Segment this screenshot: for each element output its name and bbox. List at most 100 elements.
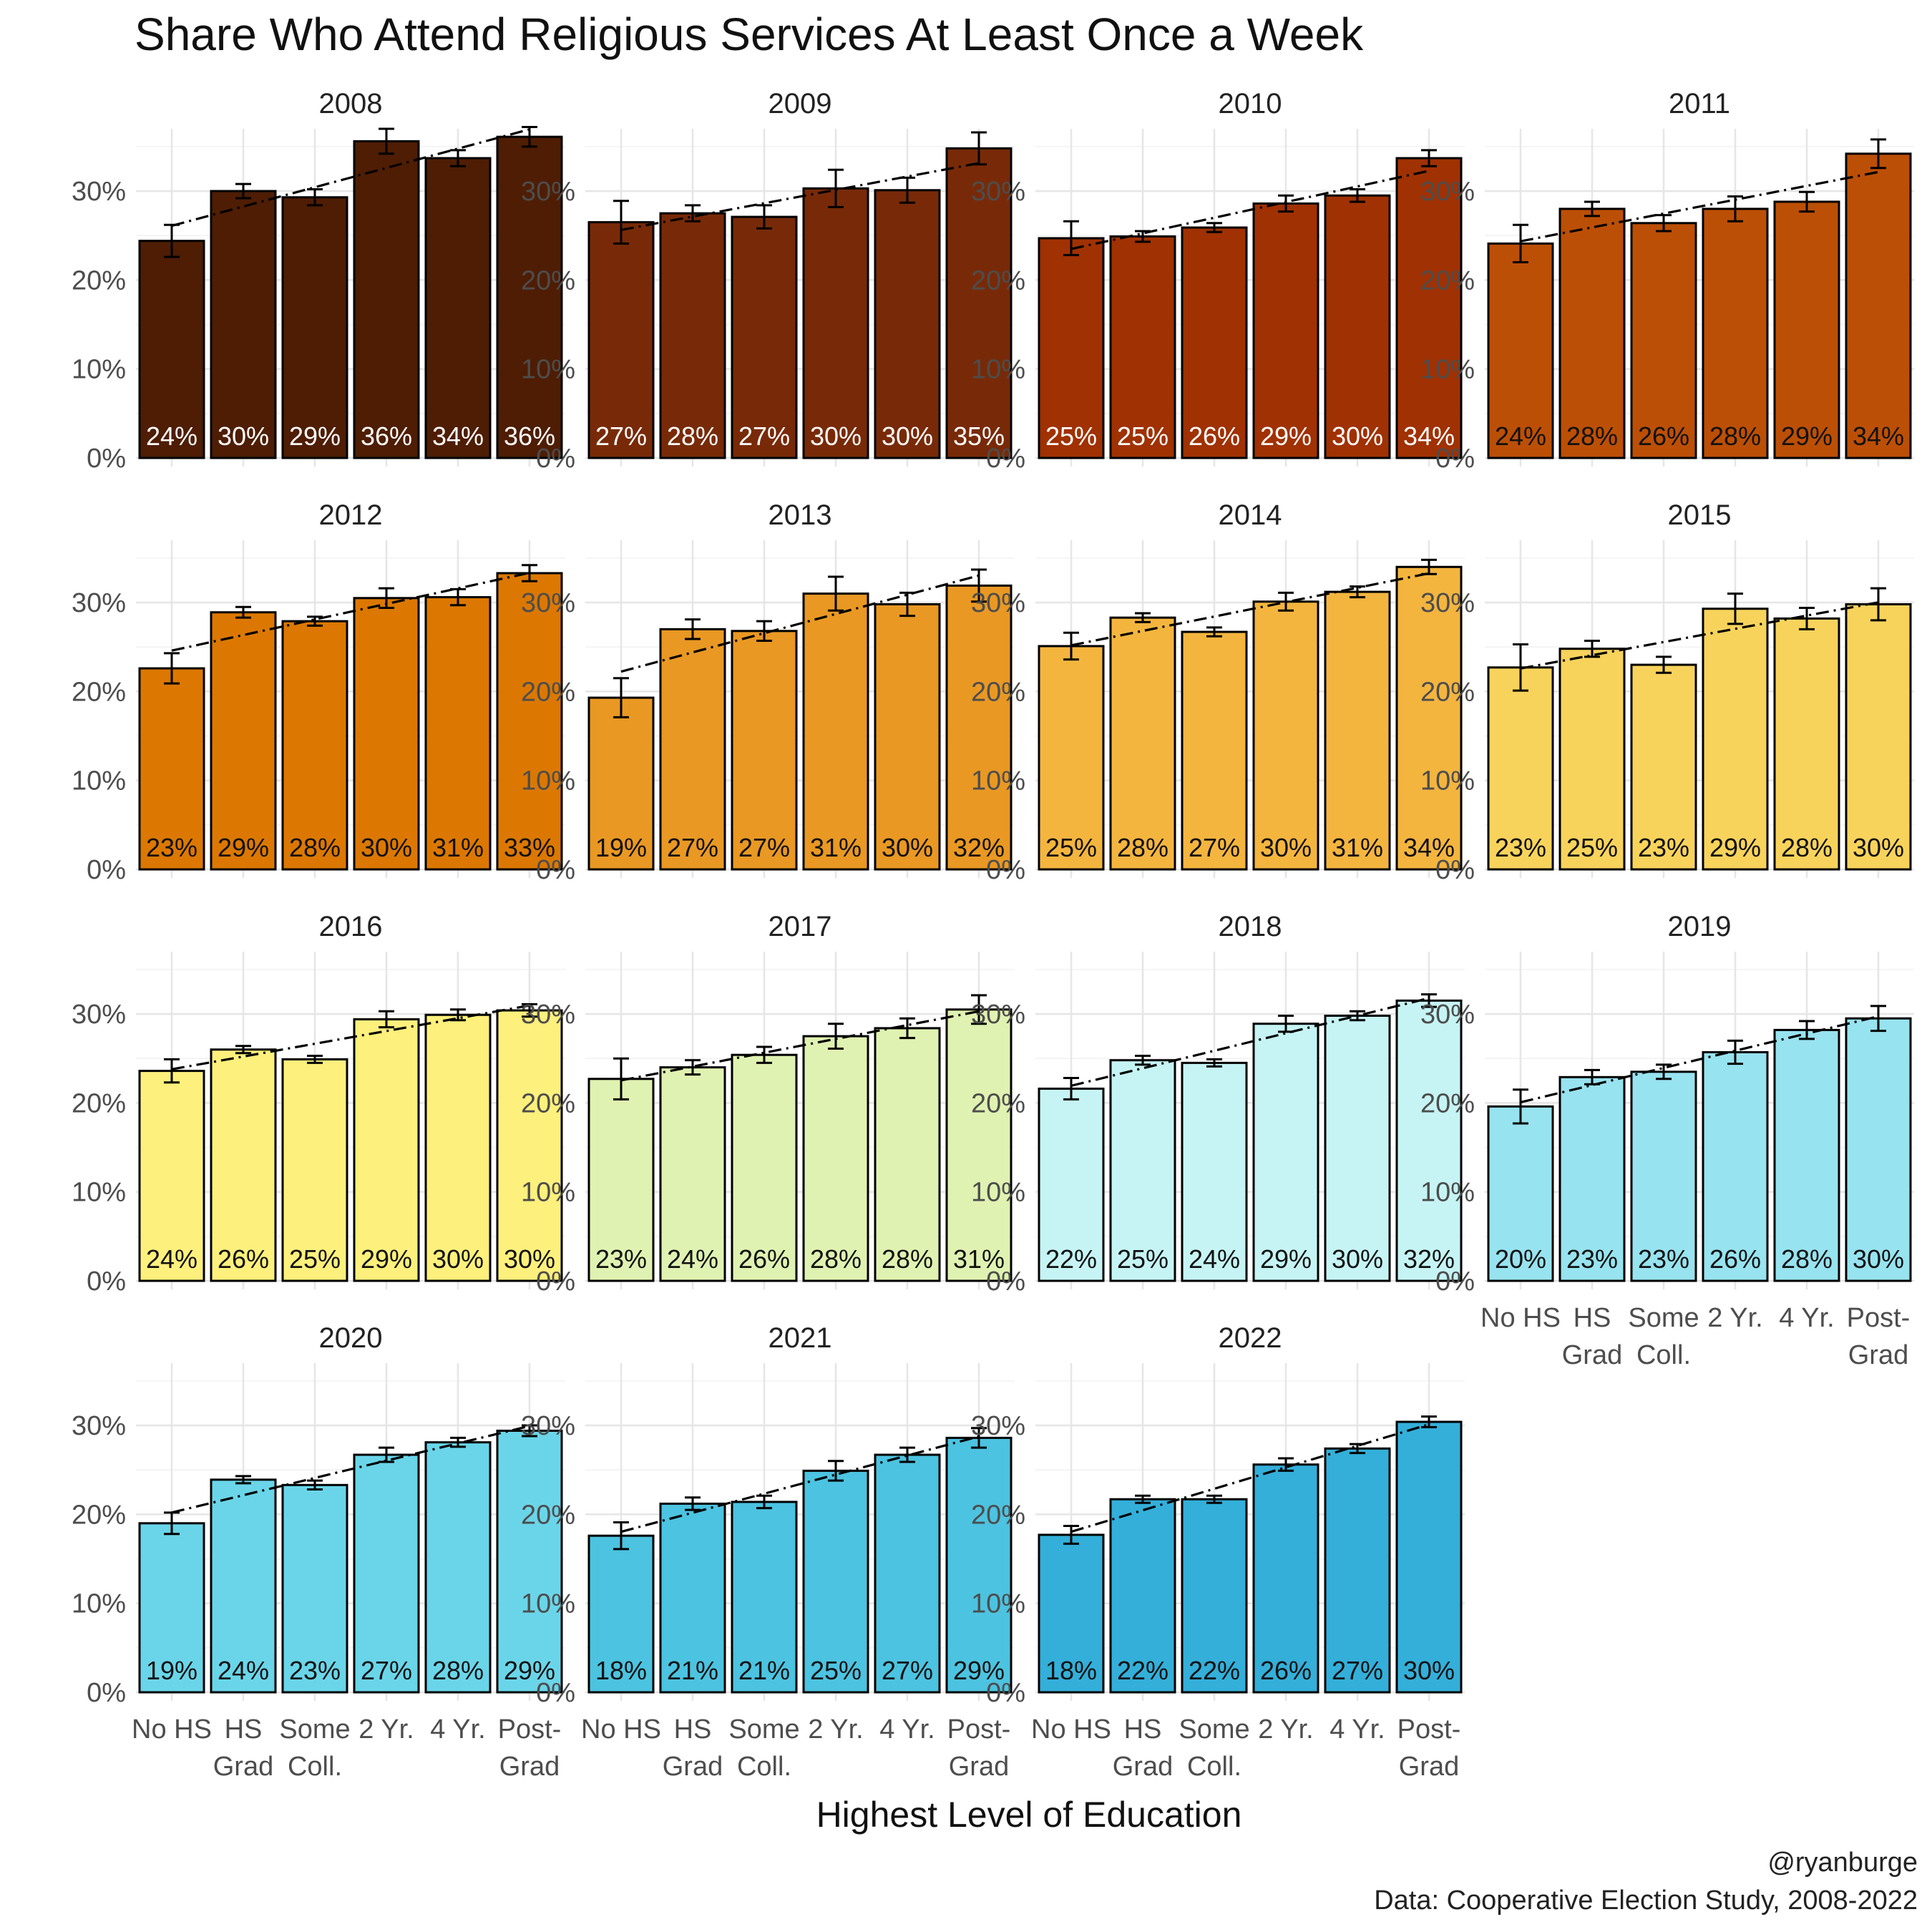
bar bbox=[874, 1027, 941, 1282]
bar-value-label: 26% bbox=[1260, 1656, 1312, 1685]
panel-title: 2008 bbox=[319, 88, 383, 119]
bar-value-label: 24% bbox=[218, 1656, 269, 1685]
panel-title: 2018 bbox=[1219, 911, 1282, 942]
y-tick-label: 30% bbox=[521, 588, 575, 618]
bar bbox=[1630, 222, 1697, 459]
bar-value-label: 32% bbox=[1403, 1244, 1455, 1274]
bar-value-label: 35% bbox=[953, 421, 1005, 451]
y-tick-label: 30% bbox=[971, 177, 1025, 207]
trend-line bbox=[1070, 170, 1430, 250]
bar-value-label: 28% bbox=[667, 421, 718, 451]
error-bar bbox=[235, 1475, 251, 1485]
bar bbox=[1324, 1015, 1391, 1282]
y-tick-label: 20% bbox=[521, 265, 575, 296]
error-bar bbox=[1799, 606, 1815, 630]
caption-source: Data: Cooperative Election Study, 2008-2… bbox=[1374, 1885, 1918, 1916]
panel-2014: 2014 0% 10% 20% 30% 25% 28% 27% 30% 31% 34% bbox=[971, 499, 1465, 885]
error-bar bbox=[307, 615, 323, 627]
bar bbox=[1845, 603, 1912, 871]
y-tick-label: 0% bbox=[87, 444, 126, 474]
y-tick-label: 20% bbox=[72, 1500, 126, 1530]
error-bar bbox=[1063, 1077, 1079, 1101]
bar-value-label: 28% bbox=[810, 1244, 862, 1274]
bar bbox=[1773, 200, 1840, 459]
bar bbox=[1252, 1023, 1319, 1282]
y-tick-label: 10% bbox=[521, 1178, 575, 1208]
panel-title: 2009 bbox=[769, 88, 832, 119]
error-bar bbox=[1870, 587, 1886, 622]
y-tick-label: 10% bbox=[72, 1178, 126, 1208]
bar bbox=[945, 1008, 1013, 1282]
trend-line bbox=[171, 128, 530, 228]
bar-value-label: 25% bbox=[289, 1244, 341, 1274]
bar bbox=[496, 1429, 563, 1694]
error-bar bbox=[685, 1496, 701, 1511]
y-tick-label: 30% bbox=[1420, 177, 1475, 207]
bar-value-label: 29% bbox=[361, 1244, 412, 1274]
panel-2013: 2013 0% 10% 20% 30% 19% 27% 27% 31% 30% 32% bbox=[521, 499, 1015, 885]
bar bbox=[874, 189, 941, 459]
bar-value-label: 30% bbox=[218, 421, 269, 451]
bar bbox=[353, 1453, 420, 1694]
error-bar bbox=[756, 620, 772, 642]
bar bbox=[1252, 600, 1319, 871]
y-tick-label: 10% bbox=[1420, 1178, 1475, 1208]
bar-value-label: 29% bbox=[504, 1656, 555, 1685]
error-bar bbox=[1799, 1020, 1815, 1040]
bar-value-label: 25% bbox=[1117, 421, 1169, 451]
y-tick-label: 0% bbox=[986, 444, 1025, 474]
bar bbox=[587, 1078, 655, 1282]
bar-value-label: 33% bbox=[504, 833, 555, 862]
y-tick-label: 10% bbox=[72, 1589, 126, 1619]
bar-value-label: 24% bbox=[667, 1244, 718, 1274]
x-tick-label: No HS bbox=[1031, 1714, 1111, 1745]
y-tick-label: 0% bbox=[87, 855, 126, 885]
bar-value-label: 36% bbox=[504, 421, 555, 451]
y-tick-label: 20% bbox=[1420, 677, 1475, 707]
y-tick-label: 20% bbox=[971, 1500, 1025, 1530]
bar-value-label: 30% bbox=[1332, 421, 1383, 451]
error-bar bbox=[899, 1017, 915, 1040]
error-bar bbox=[235, 1045, 251, 1055]
y-tick-label: 10% bbox=[72, 766, 126, 796]
error-bar bbox=[379, 127, 394, 155]
panel-title: 2010 bbox=[1219, 88, 1282, 119]
bar-value-label: 25% bbox=[1045, 421, 1097, 451]
error-bar bbox=[1870, 1005, 1886, 1033]
bar-value-label: 30% bbox=[361, 833, 412, 862]
x-tick-label: HS Grad bbox=[213, 1714, 273, 1782]
x-tick-label: No HS bbox=[132, 1714, 212, 1745]
error-bar bbox=[1206, 222, 1222, 233]
bar-value-label: 27% bbox=[1332, 1656, 1383, 1685]
panel-title: 2019 bbox=[1668, 911, 1732, 942]
error-bar bbox=[1656, 214, 1672, 233]
y-tick-label: 30% bbox=[72, 1411, 126, 1441]
trend-line bbox=[171, 571, 530, 652]
error-bar bbox=[613, 1057, 629, 1101]
bar bbox=[424, 1013, 492, 1282]
bar bbox=[496, 1009, 563, 1282]
bar-value-label: 29% bbox=[1260, 421, 1312, 451]
bar bbox=[424, 596, 492, 871]
bar bbox=[138, 1070, 205, 1282]
panel-2019: 2019 0% 10% 20% 30% 20% 23% 23% 26% 28% 30% No HS HS… bbox=[1420, 911, 1914, 1370]
bar bbox=[1558, 1075, 1626, 1282]
bar bbox=[496, 572, 563, 871]
y-tick-label: 30% bbox=[971, 1411, 1025, 1441]
bar bbox=[1109, 235, 1176, 459]
bar-value-label: 24% bbox=[1189, 1244, 1240, 1274]
bar-value-label: 27% bbox=[667, 833, 718, 862]
bar-value-label: 21% bbox=[738, 1656, 790, 1685]
y-tick-label: 20% bbox=[72, 1088, 126, 1118]
bar-value-label: 34% bbox=[1403, 421, 1455, 451]
y-tick-label: 10% bbox=[72, 355, 126, 385]
bar-value-label: 18% bbox=[595, 1656, 647, 1685]
trend-line bbox=[620, 162, 980, 231]
bar-value-label: 25% bbox=[1117, 1244, 1169, 1274]
bar-value-label: 29% bbox=[289, 421, 341, 451]
x-tick-label: No HS bbox=[581, 1714, 661, 1745]
bar-value-label: 29% bbox=[218, 833, 269, 862]
bar-value-label: 26% bbox=[1638, 421, 1689, 451]
error-bar bbox=[379, 1446, 394, 1463]
